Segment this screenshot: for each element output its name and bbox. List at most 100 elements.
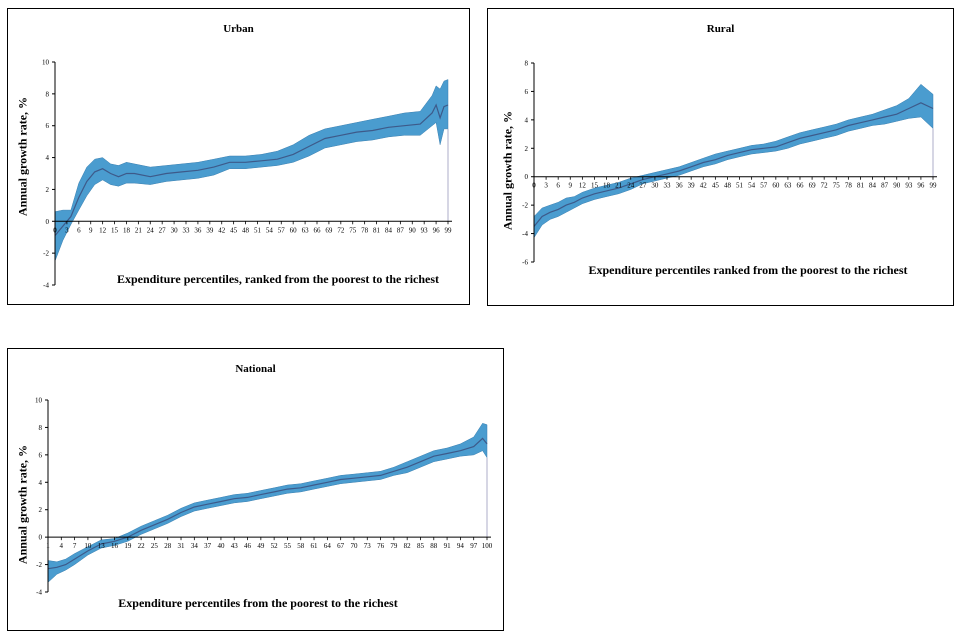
urban-x-tick-label: 78 xyxy=(361,226,369,234)
rural-chart-title: Rural xyxy=(706,23,735,35)
rural-y-tick-label: 0 xyxy=(525,173,529,181)
urban-x-tick-label: 30 xyxy=(171,226,179,234)
urban-y-tick-label: 10 xyxy=(42,59,50,67)
national-x-tick-label: 28 xyxy=(164,542,172,550)
national-x-tick-label: 91 xyxy=(444,542,452,550)
rural-x-tick-label: 63 xyxy=(784,182,792,190)
urban-x-tick-label: 96 xyxy=(433,226,441,234)
national-x-tick-label: 1 xyxy=(46,542,50,550)
rural-x-tick-label: 15 xyxy=(591,182,599,190)
rural-x-tick-label: 60 xyxy=(772,182,780,190)
urban-x-tick-label: 63 xyxy=(302,226,310,234)
national-x-tick-label: 76 xyxy=(377,542,385,550)
urban-x-tick-label: 15 xyxy=(111,226,119,234)
national-mean-line xyxy=(47,437,488,570)
rural-x-tick-label: 93 xyxy=(905,182,913,190)
national-x-tick-label: 25 xyxy=(151,542,159,550)
urban-x-tick-label: 24 xyxy=(147,226,155,234)
urban-x-tick-label: 99 xyxy=(445,226,453,234)
urban-x-tick-label: 39 xyxy=(206,226,214,234)
national-confidence-band xyxy=(47,423,488,583)
national-x-tick-label: 4 xyxy=(60,542,64,550)
national-y-tick-label: 2 xyxy=(39,506,43,514)
urban-y-tick-label: 0 xyxy=(46,218,50,226)
national-x-tick-label: 88 xyxy=(430,542,438,550)
national-x-tick-label: 13 xyxy=(98,542,106,550)
national-x-tick-label: 46 xyxy=(244,542,252,550)
urban-x-axis-label: Expenditure percentiles, ranked from the… xyxy=(116,272,440,286)
rural-x-tick-label: 33 xyxy=(664,182,672,190)
urban-x-tick-label: 54 xyxy=(266,226,274,234)
national-x-tick-label: 61 xyxy=(311,542,319,550)
national-chart-panel: National -4 -2 0 2 4 6 8 10 1 4 7 10 13 16 19 22 25 28 31 3… xyxy=(7,348,504,631)
rural-y-tick-label: 6 xyxy=(525,88,529,96)
national-x-tick-label: 85 xyxy=(417,542,425,550)
rural-y-tick-label: -4 xyxy=(522,230,528,238)
urban-x-tick-label: 45 xyxy=(230,226,238,234)
rural-x-tick-label: 69 xyxy=(809,182,817,190)
rural-y-tick-label: -6 xyxy=(522,259,528,267)
urban-x-tick-label: 90 xyxy=(409,226,417,234)
national-x-tick-label: 7 xyxy=(73,542,77,550)
urban-x-tick-label: 3 xyxy=(65,226,69,234)
rural-x-tick-label: 39 xyxy=(688,182,696,190)
national-x-tick-label: 16 xyxy=(111,542,119,550)
urban-x-tick-label: 51 xyxy=(254,226,262,234)
rural-x-tick-label: 66 xyxy=(797,182,805,190)
national-y-tick-label: -4 xyxy=(36,589,42,597)
rural-x-tick-label: 99 xyxy=(930,182,938,190)
rural-x-tick-label: 12 xyxy=(579,182,587,190)
urban-y-tick-label: -4 xyxy=(43,282,49,290)
rural-mean-line xyxy=(533,102,934,227)
rural-x-tick-label: 96 xyxy=(917,182,925,190)
national-x-tick-label: 19 xyxy=(124,542,131,550)
rural-x-tick-label: 90 xyxy=(893,182,901,190)
urban-y-axis-label: Annual growth rate, % xyxy=(15,96,30,217)
urban-x-tick-label: 27 xyxy=(159,226,167,234)
rural-x-tick-label: 18 xyxy=(603,182,611,190)
national-y-tick-label: -2 xyxy=(36,561,42,569)
national-x-tick-label: 94 xyxy=(457,542,465,550)
rural-x-tick-label: 51 xyxy=(736,182,744,190)
rural-x-tick-label: 6 xyxy=(556,182,560,190)
rural-confidence-band xyxy=(533,83,934,239)
national-x-tick-label: 10 xyxy=(84,542,92,550)
urban-y-tick-label: 6 xyxy=(46,122,50,130)
rural-x-tick-label: 45 xyxy=(712,182,720,190)
urban-chart-title: Urban xyxy=(223,23,254,35)
national-x-tick-label: 22 xyxy=(138,542,146,550)
rural-y-tick-label: 8 xyxy=(525,60,529,68)
rural-x-tick-label: 57 xyxy=(760,182,768,190)
urban-x-tick-label: 48 xyxy=(242,226,250,234)
urban-x-tick-label: 81 xyxy=(373,226,381,234)
national-x-tick-label: 82 xyxy=(404,542,412,550)
urban-x-tick-label: 57 xyxy=(278,226,286,234)
rural-y-axis-label: Annual growth rate, % xyxy=(500,110,515,231)
national-x-tick-label: 97 xyxy=(470,542,478,550)
urban-y-tick-label: -2 xyxy=(43,250,49,258)
urban-x-tick-label: 21 xyxy=(135,226,143,234)
urban-y-tick-label: 2 xyxy=(46,186,50,194)
rural-x-tick-label: 42 xyxy=(700,182,708,190)
rural-x-tick-label: 81 xyxy=(857,182,865,190)
national-x-tick-label: 34 xyxy=(191,542,199,550)
urban-y-tick-label: 4 xyxy=(46,154,50,162)
national-chart-title: National xyxy=(235,363,276,375)
urban-x-tick-label: 66 xyxy=(314,226,322,234)
urban-x-tick-label: 87 xyxy=(397,226,405,234)
national-y-axis-label: Annual growth rate, % xyxy=(15,444,30,565)
national-x-tick-label: 37 xyxy=(204,542,212,550)
rural-x-tick-label: 54 xyxy=(748,182,756,190)
urban-chart-panel: Urban -4 -2 0 2 4 6 8 10 0 3 6 9 12 15 18 21 24 27 30 33 36 3… xyxy=(7,8,470,305)
urban-x-tick-label: 84 xyxy=(385,226,393,234)
rural-chart-panel: Rural -6 -4 -2 0 2 4 6 8 0 3 6 9 12 15 18 21 24 27 30 33 36 3… xyxy=(487,8,954,306)
urban-x-tick-label: 75 xyxy=(349,226,357,234)
national-x-axis-label: Expenditure percentiles from the poorest… xyxy=(118,596,398,610)
national-x-tick-label: 100 xyxy=(482,542,493,550)
rural-x-tick-label: 24 xyxy=(627,182,635,190)
national-x-tick-label: 55 xyxy=(284,542,292,550)
urban-x-tick-label: 36 xyxy=(194,226,202,234)
rural-x-tick-label: 3 xyxy=(544,182,548,190)
